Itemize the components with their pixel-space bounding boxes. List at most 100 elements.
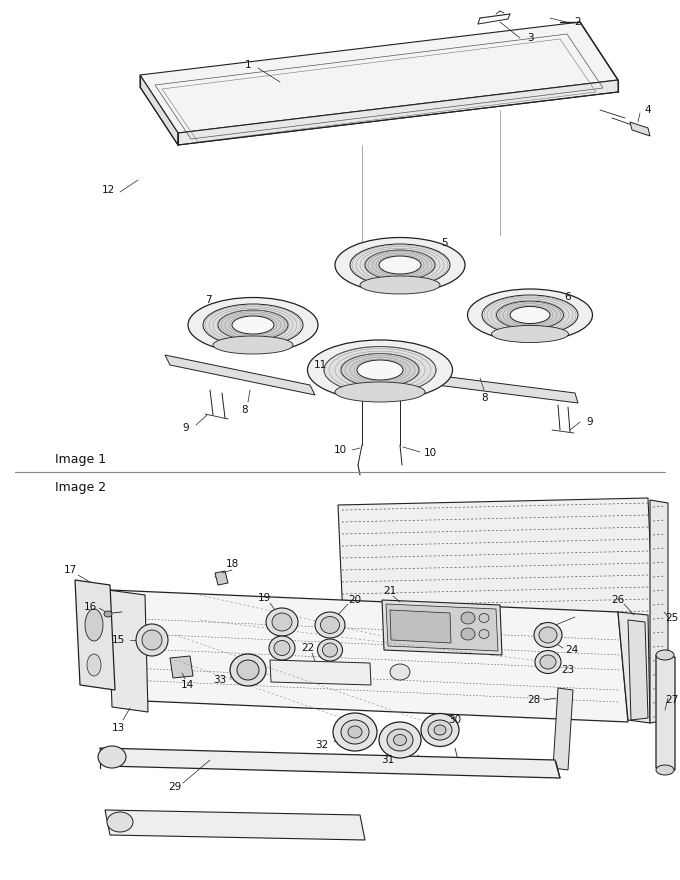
Text: 10: 10	[333, 445, 347, 455]
Polygon shape	[215, 571, 228, 585]
Ellipse shape	[428, 720, 452, 740]
Text: 27: 27	[665, 695, 679, 705]
Ellipse shape	[390, 664, 410, 680]
Text: 14: 14	[180, 680, 194, 690]
Polygon shape	[110, 590, 628, 722]
Ellipse shape	[479, 629, 489, 639]
Text: 33: 33	[214, 675, 226, 685]
Ellipse shape	[87, 654, 101, 676]
Ellipse shape	[360, 276, 440, 294]
Polygon shape	[628, 620, 648, 720]
Polygon shape	[630, 122, 650, 136]
Ellipse shape	[387, 729, 413, 751]
Ellipse shape	[539, 627, 557, 643]
Polygon shape	[656, 655, 675, 770]
Ellipse shape	[136, 624, 168, 656]
Ellipse shape	[232, 316, 274, 334]
Text: Image 2: Image 2	[55, 481, 106, 495]
Text: 13: 13	[539, 623, 551, 633]
Ellipse shape	[468, 289, 592, 341]
Ellipse shape	[434, 725, 446, 735]
Ellipse shape	[421, 714, 459, 746]
Text: 15: 15	[112, 635, 124, 645]
Polygon shape	[390, 610, 451, 643]
Ellipse shape	[379, 256, 421, 274]
Polygon shape	[165, 355, 315, 395]
Ellipse shape	[85, 609, 103, 641]
Ellipse shape	[335, 238, 465, 292]
Polygon shape	[108, 590, 148, 712]
Ellipse shape	[98, 746, 126, 768]
Ellipse shape	[534, 622, 562, 648]
Ellipse shape	[461, 628, 475, 640]
Text: 17: 17	[63, 565, 77, 575]
Text: 29: 29	[169, 782, 182, 792]
Text: Image 1: Image 1	[55, 453, 106, 466]
Ellipse shape	[496, 301, 564, 329]
Text: 22: 22	[301, 643, 315, 653]
Polygon shape	[382, 600, 502, 655]
Ellipse shape	[307, 340, 452, 400]
Ellipse shape	[479, 613, 489, 622]
Text: 1: 1	[245, 60, 252, 70]
Ellipse shape	[333, 713, 377, 751]
Text: 13: 13	[112, 723, 124, 733]
Ellipse shape	[218, 310, 288, 340]
Ellipse shape	[213, 336, 293, 354]
Polygon shape	[75, 580, 115, 690]
Text: 19: 19	[257, 593, 271, 603]
Ellipse shape	[341, 354, 419, 386]
Text: 11: 11	[313, 360, 326, 370]
Text: 9: 9	[587, 417, 594, 427]
Text: 7: 7	[205, 295, 211, 305]
Polygon shape	[355, 365, 578, 403]
Polygon shape	[105, 810, 365, 840]
Text: 20: 20	[348, 595, 362, 605]
Text: 8: 8	[241, 405, 248, 415]
Text: 2: 2	[575, 17, 581, 27]
Text: 18: 18	[225, 559, 239, 569]
Ellipse shape	[461, 612, 475, 624]
Ellipse shape	[315, 612, 345, 638]
Ellipse shape	[341, 720, 369, 744]
Ellipse shape	[350, 244, 450, 286]
Polygon shape	[553, 688, 573, 770]
Text: 12: 12	[101, 185, 115, 195]
Ellipse shape	[335, 382, 425, 402]
Text: 24: 24	[565, 645, 579, 655]
Text: 16: 16	[84, 602, 97, 612]
Ellipse shape	[322, 643, 337, 657]
Ellipse shape	[274, 641, 290, 656]
Polygon shape	[140, 22, 618, 133]
Ellipse shape	[365, 250, 435, 280]
Ellipse shape	[324, 347, 436, 393]
Polygon shape	[100, 748, 560, 778]
Text: 10: 10	[424, 448, 437, 458]
Ellipse shape	[379, 722, 421, 758]
Ellipse shape	[535, 650, 561, 673]
Ellipse shape	[269, 636, 295, 660]
Polygon shape	[650, 500, 668, 723]
Ellipse shape	[510, 306, 550, 324]
Text: 5: 5	[442, 238, 448, 248]
Text: 8: 8	[481, 393, 488, 403]
Ellipse shape	[656, 765, 674, 775]
Text: 30: 30	[448, 715, 462, 725]
Ellipse shape	[348, 726, 362, 738]
Ellipse shape	[320, 617, 339, 634]
Ellipse shape	[357, 360, 403, 380]
Text: 23: 23	[562, 665, 575, 675]
Ellipse shape	[394, 735, 407, 745]
Ellipse shape	[237, 660, 259, 680]
Polygon shape	[386, 604, 498, 651]
Polygon shape	[270, 660, 371, 685]
Text: 4: 4	[645, 105, 651, 115]
Text: 32: 32	[316, 740, 328, 750]
Polygon shape	[338, 498, 655, 665]
Ellipse shape	[492, 326, 568, 342]
Text: 6: 6	[564, 292, 571, 302]
Text: 28: 28	[528, 695, 541, 705]
Ellipse shape	[104, 611, 112, 617]
Text: 9: 9	[183, 423, 189, 433]
Text: 31: 31	[381, 755, 394, 765]
